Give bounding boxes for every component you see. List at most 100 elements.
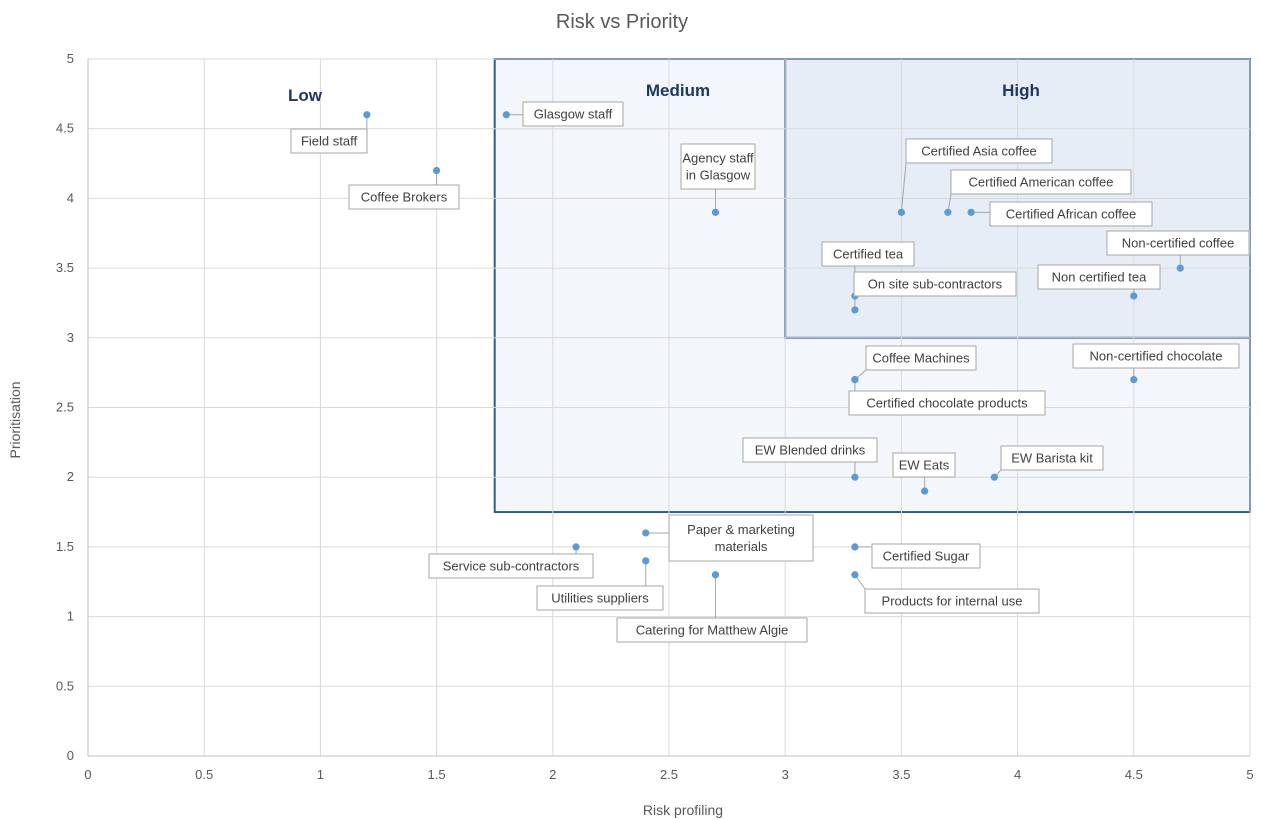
data-label-box: [821, 241, 915, 267]
data-label-box: [864, 588, 1040, 614]
data-label-box: [616, 617, 808, 643]
data-label-box: [1072, 343, 1240, 369]
data-label: EW Barista kit: [1011, 451, 1093, 466]
y-tick-label: 3: [67, 330, 74, 345]
data-point: [944, 208, 952, 216]
data-label-box: [668, 514, 814, 562]
data-label: Products for internal use: [882, 594, 1023, 609]
data-point: [642, 557, 650, 565]
zone-labels: Low Medium High: [288, 81, 1040, 105]
y-tick-label: 2: [67, 469, 74, 484]
data-point: [851, 376, 859, 384]
zone-label-medium: Medium: [646, 81, 710, 100]
x-tick-label: 4: [1014, 767, 1021, 782]
data-label-box: [989, 201, 1153, 227]
data-label-box: [848, 390, 1046, 416]
data-label: Catering for Matthew Algie: [636, 623, 788, 638]
data-label: Non-certified coffee: [1122, 236, 1235, 251]
x-tick-label: 0.5: [195, 767, 213, 782]
data-label: Service sub-contractors: [443, 559, 580, 574]
x-tick-label: 4.5: [1125, 767, 1143, 782]
data-point: [897, 208, 906, 216]
chart-title: Risk vs Priority: [556, 11, 688, 33]
y-axis-title: Prioritisation: [7, 381, 23, 458]
data-point: [990, 473, 998, 481]
data-point: [1176, 264, 1184, 272]
data-label: Glasgow staff: [534, 107, 613, 122]
x-tick-label: 1.5: [428, 767, 446, 782]
data-point: [967, 208, 975, 216]
data-label: Certified Sugar: [883, 549, 970, 564]
data-label: Utilities suppliers: [551, 591, 649, 606]
axes: 0 0.5 1 1.5 2 2.5 3 3.5 4 4.5 5 0 0.5 1 1.5 2 2.5 3 3.5 4 4.…: [56, 51, 1254, 782]
data-label-box: [348, 184, 460, 210]
data-label: EW Eats: [899, 458, 950, 473]
data-label: EW Blended drinks: [755, 443, 866, 458]
data-label-box: [1000, 445, 1104, 471]
y-tick-label: 4: [67, 190, 74, 205]
zone-label-high: High: [1002, 81, 1040, 100]
data-label-box: [1106, 230, 1250, 256]
y-tick-label: 4.5: [56, 121, 74, 136]
data-label: On site sub-contractors: [868, 277, 1003, 292]
data-label: Non certified tea: [1052, 270, 1147, 285]
data-label-box: [905, 138, 1053, 164]
data-label: Certified chocolate products: [866, 396, 1028, 411]
y-tick-label: 1: [67, 609, 74, 624]
data-label: Field staff: [301, 134, 358, 149]
data-label: Certified African coffee: [1006, 207, 1137, 222]
data-point: [851, 306, 859, 314]
x-tick-label: 2: [549, 767, 556, 782]
data-labels: Field staff Coffee Brokers Glasgow staff Ag…: [290, 101, 1250, 643]
data-label: Coffee Brokers: [361, 190, 448, 205]
data-label: Certified Asia coffee: [921, 144, 1036, 159]
label-leader-line: [900, 162, 907, 213]
data-point: [851, 543, 859, 551]
x-tick-label: 2.5: [660, 767, 678, 782]
x-tick-label: 3.5: [892, 767, 910, 782]
data-label-box: [950, 169, 1132, 195]
data-point: [572, 543, 580, 551]
x-axis-title: Risk profiling: [643, 802, 723, 818]
data-label: Certified tea: [833, 247, 904, 262]
x-tick-label: 1: [317, 767, 324, 782]
zone-label-low: Low: [288, 86, 323, 105]
data-label-box: [428, 553, 594, 579]
data-label: Agency staff in Glasgow: [682, 151, 754, 183]
data-point: [851, 571, 859, 579]
data-point: [711, 208, 720, 216]
x-tick-label: 5: [1246, 767, 1253, 782]
data-label-box: [536, 585, 664, 611]
data-label-box: [522, 101, 624, 127]
x-tick-label: 0: [84, 767, 91, 782]
y-tick-label: 3.5: [56, 260, 74, 275]
data-point: [642, 529, 650, 537]
data-label-box: [871, 543, 981, 569]
data-label-box: [680, 143, 756, 190]
data-label-box: [892, 452, 956, 478]
x-tick-label: 3: [782, 767, 789, 782]
data-label: Certified American coffee: [969, 175, 1114, 190]
data-point: [921, 487, 929, 495]
data-point: [363, 111, 371, 119]
data-points: [363, 111, 1184, 579]
y-tick-label: 2.5: [56, 400, 74, 415]
y-tick-label: 5: [67, 51, 74, 66]
data-label-box: [853, 271, 1017, 297]
data-label: Paper & marketing materials: [687, 522, 795, 554]
data-label: Non-certified chocolate: [1090, 349, 1223, 364]
y-tick-label: 0.5: [56, 678, 74, 693]
data-point: [851, 473, 859, 481]
y-tick-label: 0: [67, 748, 74, 763]
data-point: [711, 571, 720, 579]
data-point: [433, 166, 441, 175]
data-label-box: [865, 345, 977, 371]
data-point: [1130, 292, 1138, 300]
data-label: Coffee Machines: [872, 351, 970, 366]
data-label-box: [742, 437, 878, 463]
data-point: [502, 111, 510, 119]
data-label-box: [1037, 264, 1161, 290]
y-tick-label: 1.5: [56, 539, 74, 554]
data-label-box: [290, 128, 368, 154]
